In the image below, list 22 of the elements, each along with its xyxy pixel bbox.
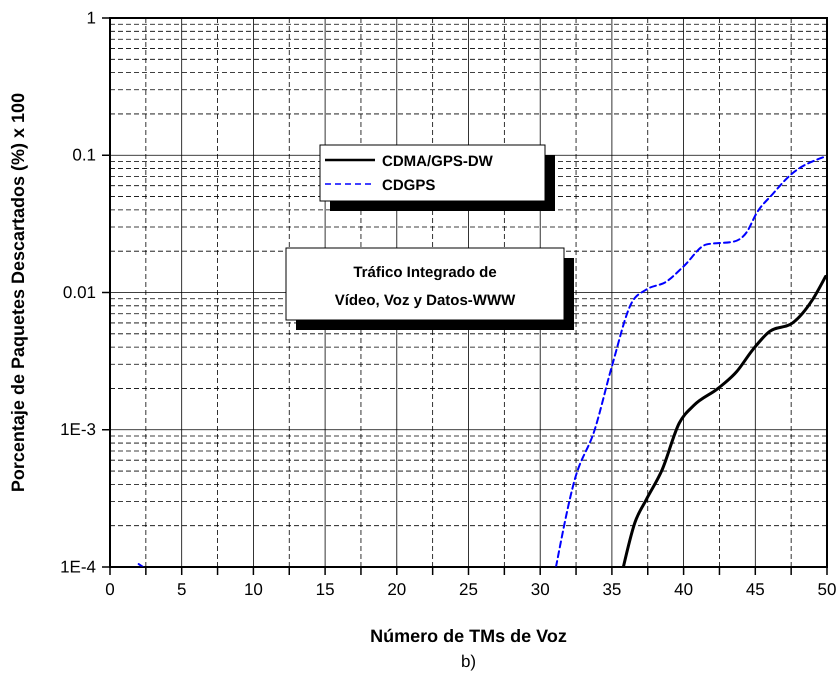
y-tick-label: 1 (86, 8, 96, 28)
y-tick-label: 1E-4 (60, 557, 96, 576)
legend-label: CDGPS (382, 177, 436, 194)
y-axis-title: Porcentaje de Paquetes Descartados (%) x 100 (8, 92, 28, 492)
x-tick-label: 5 (176, 580, 186, 600)
x-tick-label: 25 (459, 580, 478, 600)
y-tick-label: 1E-3 (60, 420, 96, 440)
text: b) (460, 652, 476, 671)
x-tick-label: 20 (387, 580, 406, 600)
x-axis-title: Número de TMs de Voz (370, 626, 567, 646)
x-tick-label: 30 (530, 580, 550, 600)
legend-label: CDMA/GPS-DW (382, 153, 494, 170)
x-tick-label: 45 (746, 580, 765, 600)
x-tick-label: 10 (244, 580, 263, 600)
y-tick-label: 0.1 (72, 146, 96, 165)
x-tick-label: 35 (602, 580, 622, 600)
y-tick-label: 0.01 (62, 282, 96, 302)
x-tick-label: 50 (818, 580, 836, 600)
x-tick-label: 0 (105, 580, 115, 600)
x-tick-label: 40 (674, 580, 694, 600)
x-tick-label: 15 (316, 580, 335, 600)
annotation: Tráfico Integrado de Vídeo, Voz y Datos-WWW (334, 264, 516, 309)
